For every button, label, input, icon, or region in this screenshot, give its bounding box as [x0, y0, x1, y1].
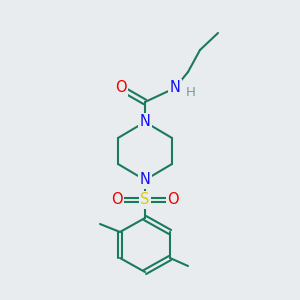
- Text: N: N: [169, 80, 180, 95]
- Text: H: H: [186, 85, 196, 98]
- Text: O: O: [167, 193, 179, 208]
- Text: N: N: [140, 172, 150, 188]
- Text: O: O: [115, 80, 127, 95]
- Text: S: S: [140, 193, 150, 208]
- Text: N: N: [140, 115, 150, 130]
- Text: O: O: [111, 193, 123, 208]
